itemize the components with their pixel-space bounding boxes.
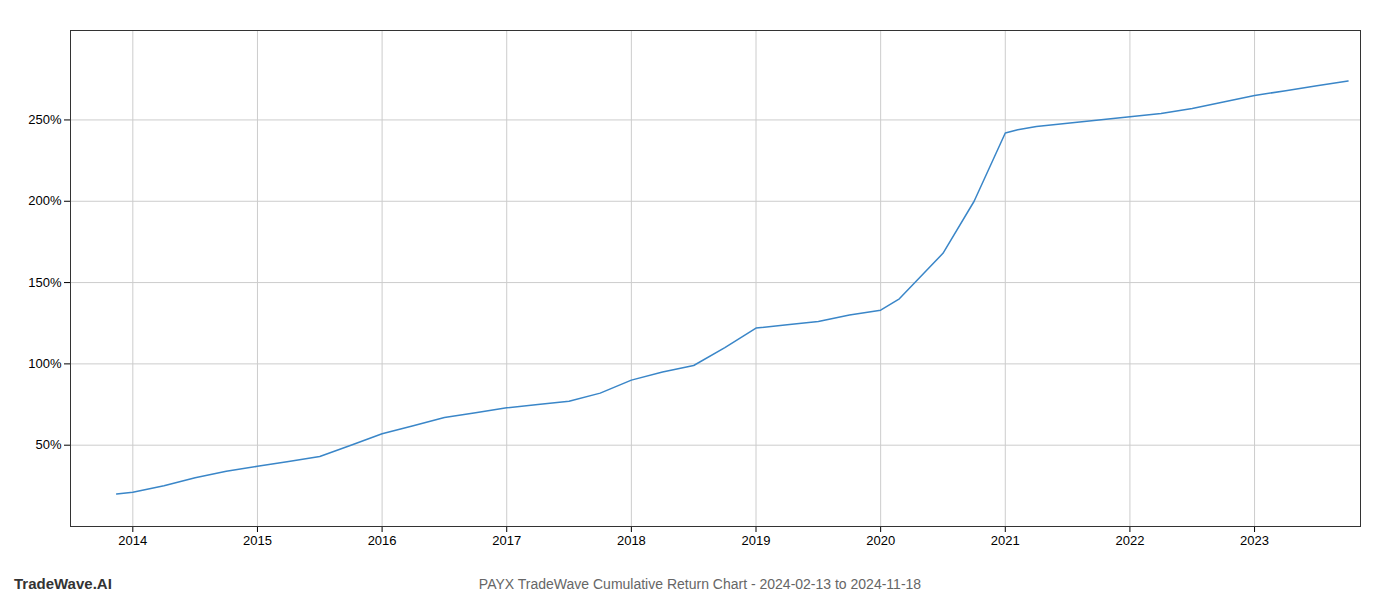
svg-text:200%: 200%	[28, 193, 62, 208]
svg-text:250%: 250%	[28, 112, 62, 127]
svg-text:2016: 2016	[368, 533, 397, 548]
svg-text:2019: 2019	[742, 533, 771, 548]
svg-text:50%: 50%	[35, 437, 61, 452]
svg-text:100%: 100%	[28, 356, 62, 371]
html-text:TradeWave.AI: TradeWave.AI	[14, 575, 112, 592]
svg-text:2020: 2020	[866, 533, 895, 548]
svg-text:2023: 2023	[1240, 533, 1269, 548]
svg-text:2018: 2018	[617, 533, 646, 548]
svg-text:150%: 150%	[28, 275, 62, 290]
svg-text:2017: 2017	[492, 533, 521, 548]
svg-text:2022: 2022	[1115, 533, 1144, 548]
html-text:PAYX TradeWave Cumulative Retu: PAYX TradeWave Cumulative Return Chart -…	[478, 576, 922, 592]
svg-text:2015: 2015	[243, 533, 272, 548]
svg-text:2014: 2014	[118, 533, 147, 548]
svg-text:2021: 2021	[991, 533, 1020, 548]
